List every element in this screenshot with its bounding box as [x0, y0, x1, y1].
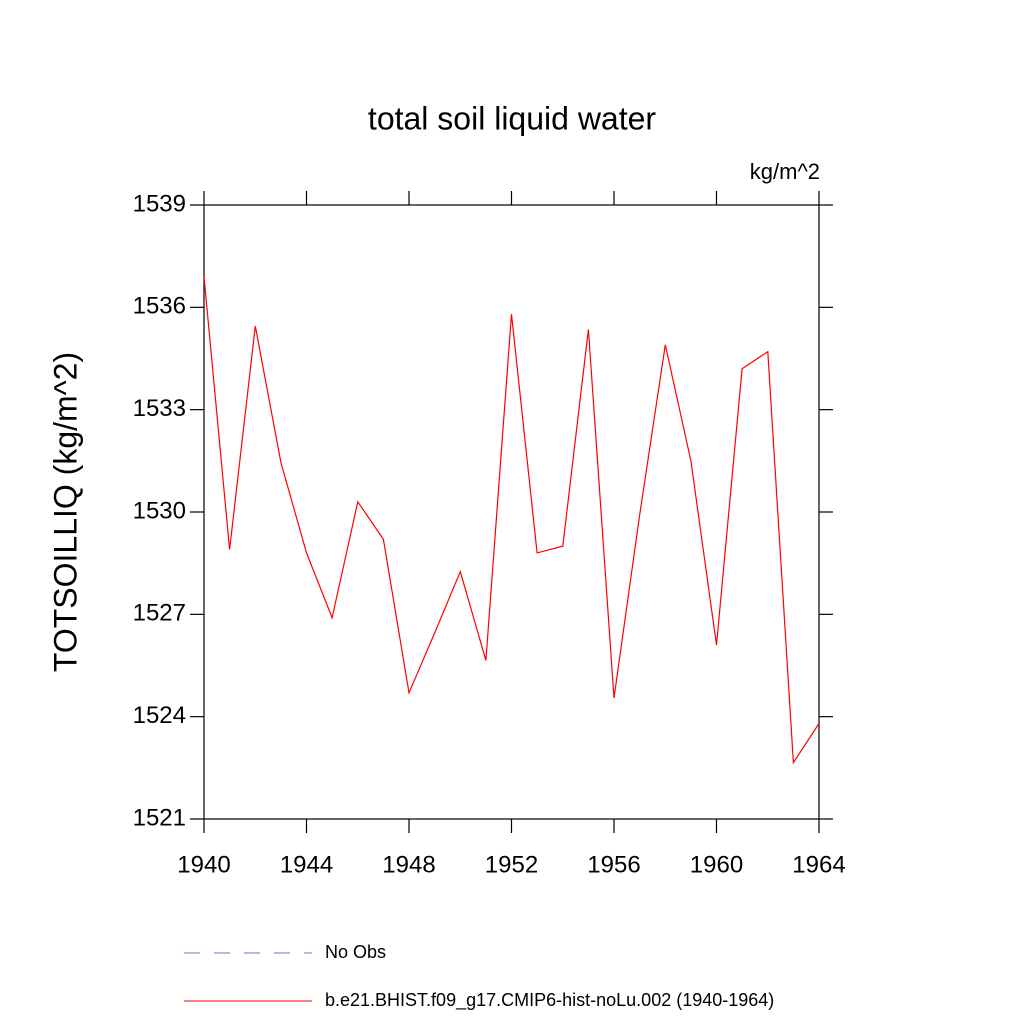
x-tick-label: 1956: [587, 851, 640, 878]
x-tick-label: 1952: [485, 851, 538, 878]
y-tick-label: 1524: [133, 702, 186, 729]
x-tick-label: 1964: [792, 851, 845, 878]
legend-label: No Obs: [325, 942, 386, 962]
x-tick-label: 1940: [177, 851, 230, 878]
y-tick-label: 1536: [133, 293, 186, 320]
x-tick-label: 1944: [280, 851, 333, 878]
y-tick-label: 1521: [133, 804, 186, 831]
x-tick-label: 1960: [690, 851, 743, 878]
y-tick-label: 1533: [133, 395, 186, 422]
legend-label: b.e21.BHIST.f09_g17.CMIP6-hist-noLu.002 …: [325, 990, 774, 1011]
data-line: [203, 276, 820, 765]
y-tick-label: 1527: [133, 600, 186, 627]
units-label: kg/m^2: [750, 159, 820, 184]
y-tick-label: 1530: [133, 497, 186, 524]
y-tick-label: 1539: [133, 190, 186, 217]
chart-title: total soil liquid water: [368, 100, 656, 136]
x-tick-label: 1948: [382, 851, 435, 878]
y-axis-label: TOTSOILLIQ (kg/m^2): [47, 352, 83, 672]
plot-frame: [203, 204, 820, 820]
